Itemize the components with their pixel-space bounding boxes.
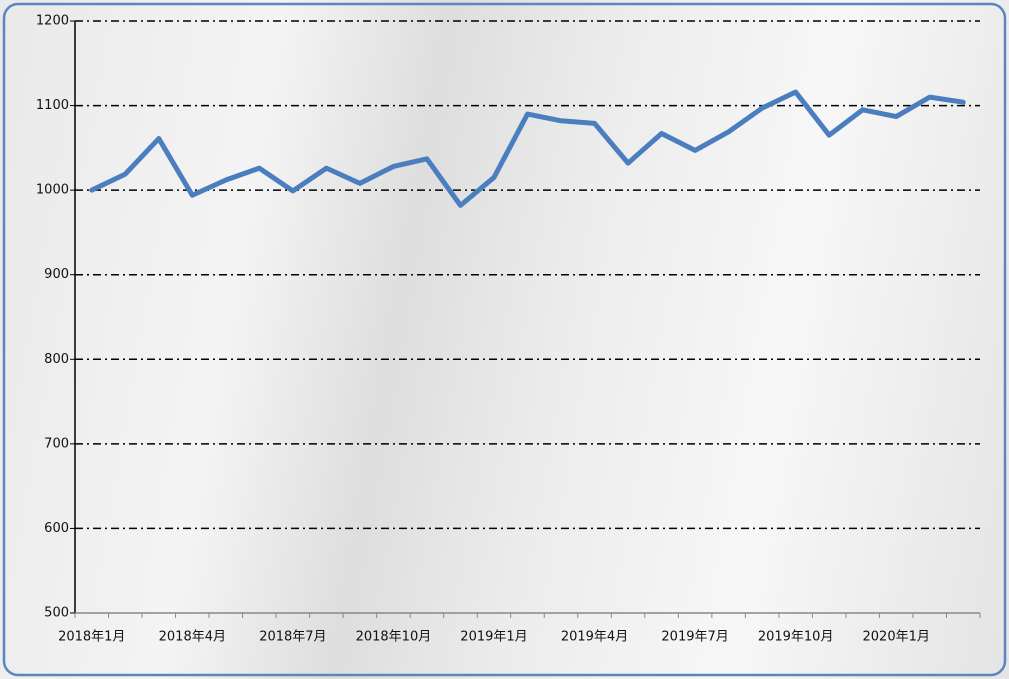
y-tick-label: 1200 [36, 14, 69, 29]
y-tick-label: 1000 [36, 183, 69, 198]
y-tick-label: 700 [44, 436, 69, 451]
x-tick-label: 2020年1月 [863, 630, 930, 645]
y-tick-label: 500 [44, 606, 69, 621]
y-tick-label: 1100 [36, 98, 69, 113]
x-tick-label: 2018年10月 [356, 630, 432, 645]
x-tick-label: 2018年1月 [58, 630, 125, 645]
y-tick-label: 800 [44, 352, 69, 367]
x-tick-label: 2018年4月 [159, 630, 226, 645]
x-tick-label: 2019年1月 [460, 630, 527, 645]
y-tick-label: 600 [44, 521, 69, 536]
x-tick-label: 2019年10月 [758, 630, 834, 645]
y-tick-label: 900 [44, 267, 69, 282]
line [89, 89, 966, 208]
x-tick-label: 2019年4月 [561, 630, 628, 645]
x-tick-label: 2019年7月 [661, 630, 728, 645]
x-tick-label: 2018年7月 [259, 630, 326, 645]
